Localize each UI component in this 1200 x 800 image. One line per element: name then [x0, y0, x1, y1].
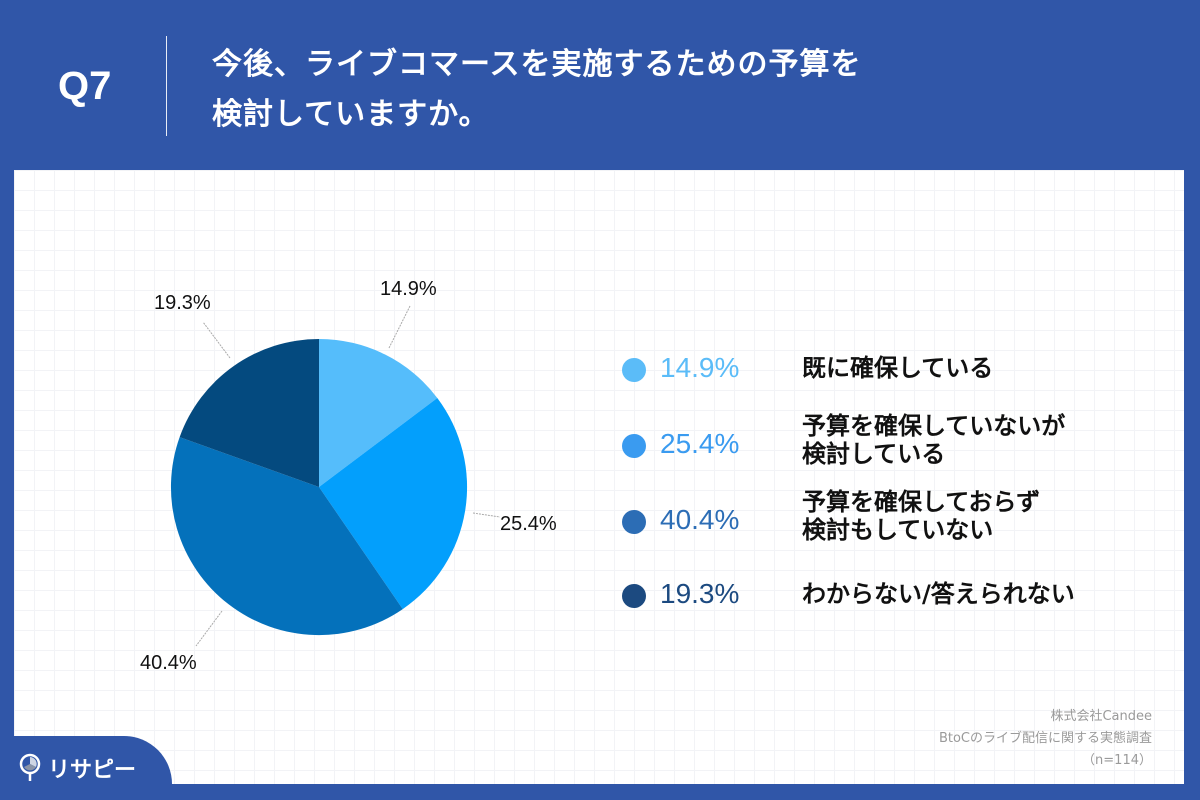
- slice-already-secured: [319, 338, 438, 487]
- source-note: 株式会社Candee BtoCのライブ配信に関する実態調査 （n=114）: [939, 706, 1152, 772]
- legend-dot-icon: [622, 584, 646, 608]
- slice-unknown: [179, 338, 319, 487]
- legend-label-line2: 検討もしていない: [802, 516, 994, 544]
- slice-not-considering: [170, 437, 403, 636]
- pie-chart: [170, 338, 468, 636]
- legend-item: 40.4% 予算を確保しておらず 検討もしていない: [622, 488, 1182, 564]
- title-line-1: 今後、ライブコマースを実施するための予算を: [212, 47, 862, 82]
- pie-label-19-3: 19.3%: [154, 292, 211, 314]
- question-number: Q7: [58, 64, 112, 108]
- legend-dot-icon: [622, 510, 646, 534]
- title-line-2: 検討していますか。: [212, 97, 490, 132]
- header-divider: [166, 36, 167, 136]
- legend-label: わからない/答えられない: [802, 580, 1075, 608]
- legend-label-line1: 予算を確保していないが: [802, 412, 1066, 440]
- legend-label-line2: 検討している: [802, 440, 946, 468]
- pie-label-40-4: 40.4%: [140, 652, 197, 674]
- pie-label-14-9: 14.9%: [380, 278, 437, 300]
- source-survey: BtoCのライブ配信に関する実態調査: [938, 731, 1152, 746]
- legend-dot-icon: [622, 358, 646, 382]
- legend-dot-icon: [622, 434, 646, 458]
- legend-item: 14.9% 既に確保している: [622, 352, 1182, 412]
- legend-percent: 25.4%: [660, 428, 740, 459]
- legend-item: 25.4% 予算を確保していないが 検討している: [622, 412, 1182, 488]
- legend-percent: 19.3%: [660, 578, 740, 609]
- legend-label-line1: 予算を確保しておらず: [802, 488, 1041, 516]
- legend-percent: 40.4%: [660, 504, 740, 535]
- pie-label-25-4: 25.4%: [500, 513, 557, 535]
- legend-label: 既に確保している: [802, 354, 994, 382]
- logo: リサピー: [18, 752, 136, 784]
- header: Q7 今後、ライブコマースを実施するための予算を 検討していますか。: [0, 0, 1200, 170]
- slice-considering: [319, 397, 468, 610]
- source-company: 株式会社Candee: [1050, 709, 1152, 724]
- source-sample: （n=114）: [1082, 753, 1152, 768]
- logo-text: リサピー: [48, 758, 137, 783]
- chart-panel: [14, 170, 1184, 784]
- page-title: 今後、ライブコマースを実施するための予算を 検討していますか。: [212, 40, 862, 140]
- legend-percent: 14.9%: [660, 352, 740, 383]
- legend-item: 19.3% わからない/答えられない: [622, 578, 1182, 638]
- bottom-bar: [0, 784, 1200, 800]
- pin-icon: [19, 753, 41, 781]
